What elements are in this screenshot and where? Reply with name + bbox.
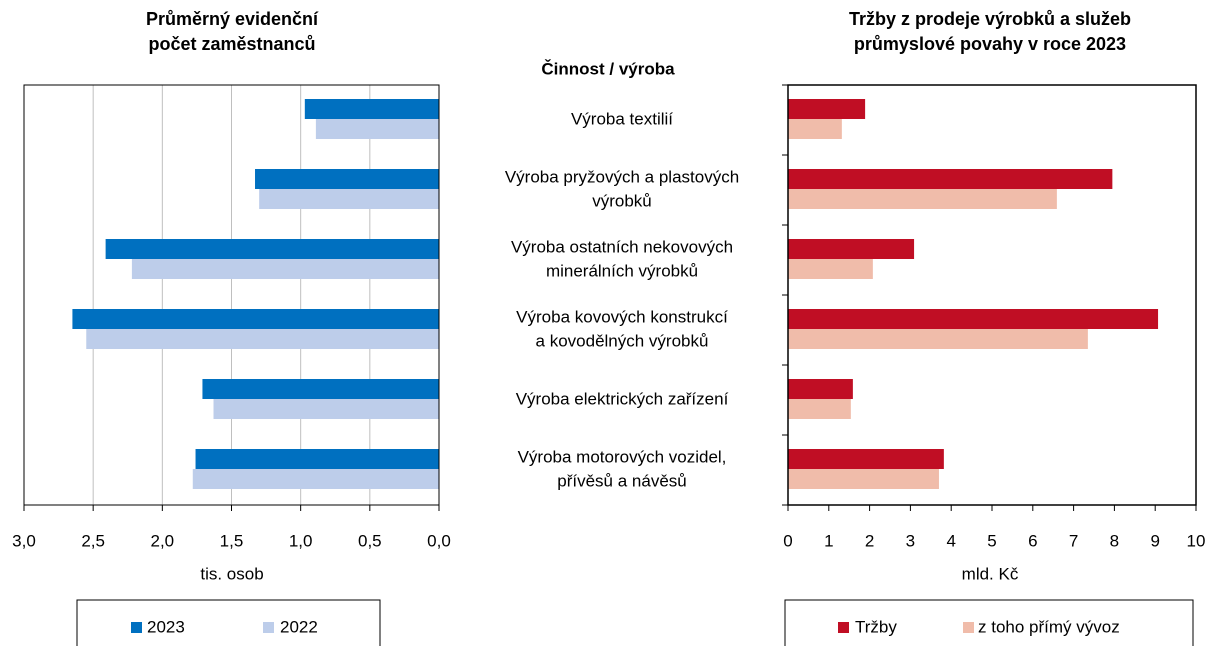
- x-tick-label: 3,0: [12, 531, 36, 550]
- bar: [788, 449, 944, 469]
- chart-title: průmyslové povahy v roce 2023: [854, 34, 1126, 54]
- x-tick-label: 0: [783, 531, 792, 550]
- bar: [788, 399, 851, 419]
- category-label: výrobků: [592, 191, 652, 210]
- x-tick-label: 2: [865, 531, 874, 550]
- x-tick-label: 7: [1069, 531, 1078, 550]
- bar: [192, 469, 439, 489]
- bar: [105, 239, 439, 259]
- bar: [788, 99, 866, 119]
- bar: [202, 379, 439, 399]
- x-tick-label: 0,0: [427, 531, 451, 550]
- category-label: minerálních výrobků: [546, 261, 698, 280]
- x-tick-label: 2,0: [151, 531, 175, 550]
- x-tick-label: 1,0: [289, 531, 313, 550]
- bar: [213, 399, 439, 419]
- category-label: Výroba kovových konstrukcí: [516, 307, 728, 326]
- bar: [315, 119, 439, 139]
- x-tick-label: 9: [1150, 531, 1159, 550]
- bar: [259, 189, 439, 209]
- x-tick-label: 8: [1110, 531, 1119, 550]
- legend-label: Tržby: [855, 617, 897, 636]
- category-label: a kovodělných výrobků: [536, 331, 709, 350]
- x-tick-label: 6: [1028, 531, 1037, 550]
- category-label: Výroba textilií: [571, 109, 673, 128]
- chart-title: Průměrný evidenční: [146, 9, 319, 29]
- x-tick-label: 2,5: [81, 531, 105, 550]
- legend-box: [76, 599, 381, 646]
- category-header: Činnost / výroba: [541, 59, 675, 78]
- bar: [788, 309, 1159, 329]
- legend-marker: [838, 622, 849, 633]
- x-tick-label: 1: [824, 531, 833, 550]
- category-label: Výroba motorových vozidel,: [518, 447, 727, 466]
- category-label: Výroba pryžových a plastových: [505, 167, 739, 186]
- bar: [788, 119, 842, 139]
- x-tick-label: 3: [906, 531, 915, 550]
- bar: [788, 379, 853, 399]
- bar: [86, 329, 439, 349]
- category-label: Výroba ostatních nekovových: [511, 237, 733, 256]
- legend-label: 2023: [147, 617, 185, 636]
- x-tick-label: 10: [1187, 531, 1206, 550]
- legend-marker: [263, 622, 274, 633]
- bar: [195, 449, 439, 469]
- x-tick-label: 5: [987, 531, 996, 550]
- category-label: přívěsů a návěsů: [557, 471, 686, 490]
- x-tick-label: 1,5: [220, 531, 244, 550]
- bar: [788, 329, 1088, 349]
- legend-marker: [963, 622, 974, 633]
- x-tick-label: 4: [946, 531, 955, 550]
- legend-box: [784, 599, 1194, 646]
- bar: [788, 259, 873, 279]
- legend-marker: [131, 622, 142, 633]
- chart-title: Tržby z prodeje výrobků a služeb: [849, 9, 1131, 29]
- x-tick-label: 0,5: [358, 531, 382, 550]
- bar: [788, 239, 915, 259]
- plot-frame: [787, 84, 1197, 506]
- bar: [304, 99, 439, 119]
- x-axis-label: mld. Kč: [962, 564, 1019, 583]
- category-label: Výroba elektrických zařízení: [516, 389, 729, 408]
- legend-label: z toho přímý vývoz: [978, 617, 1120, 636]
- x-axis-label: tis. osob: [200, 564, 263, 583]
- bar: [131, 259, 439, 279]
- bar: [788, 169, 1113, 189]
- bar: [788, 469, 939, 489]
- plot-frame: [23, 84, 440, 506]
- legend-label: 2022: [280, 617, 318, 636]
- bar: [255, 169, 439, 189]
- bar: [72, 309, 440, 329]
- bar: [788, 189, 1057, 209]
- chart-title: počet zaměstnanců: [148, 34, 315, 54]
